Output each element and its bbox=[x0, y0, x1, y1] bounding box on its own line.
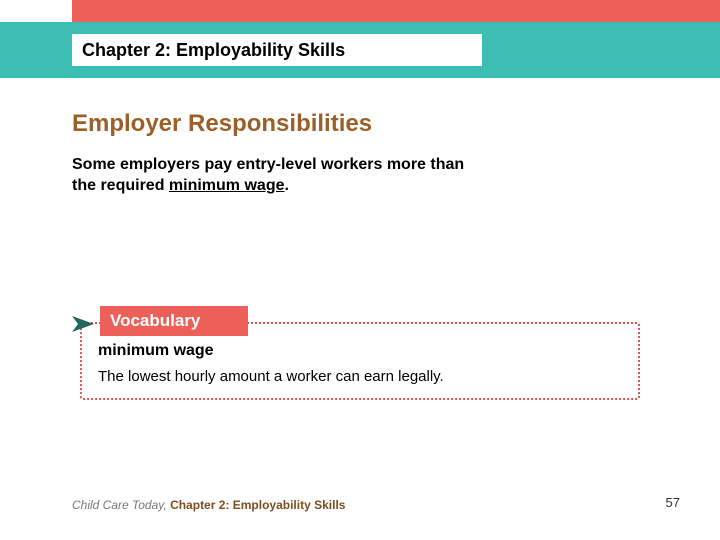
vocab-term: minimum wage bbox=[98, 342, 638, 360]
vocabulary-label-text: Vocabulary bbox=[110, 311, 200, 331]
body-text-underlined: minimum wage bbox=[169, 177, 285, 194]
top-red-bar bbox=[72, 0, 720, 22]
chapter-title-box: Chapter 2: Employability Skills bbox=[72, 34, 482, 66]
arrow-polygon bbox=[72, 316, 94, 332]
body-text: Some employers pay entry-level workers m… bbox=[72, 155, 472, 197]
chapter-title: Chapter 2: Employability Skills bbox=[82, 40, 345, 61]
body-text-part2: . bbox=[284, 177, 288, 194]
section-title: Employer Responsibilities bbox=[72, 110, 372, 138]
footer-book: Child Care Today, bbox=[72, 498, 167, 512]
page-number: 57 bbox=[666, 495, 680, 510]
vocab-definition: The lowest hourly amount a worker can ea… bbox=[98, 368, 638, 385]
vocabulary-label: Vocabulary bbox=[100, 306, 248, 336]
vocab-arrow-icon bbox=[72, 316, 94, 337]
footer-chapter: Chapter 2: Employability Skills bbox=[170, 498, 345, 512]
footer-left: Child Care Today, Chapter 2: Employabili… bbox=[72, 498, 345, 512]
